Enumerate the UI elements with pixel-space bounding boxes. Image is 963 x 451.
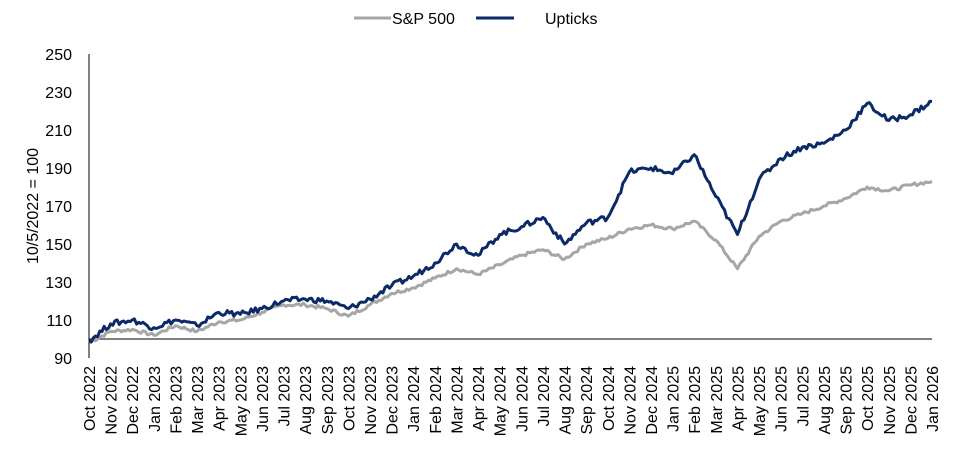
y-tick-label: 170 <box>45 199 72 216</box>
y-tick-label: 230 <box>45 85 72 102</box>
x-tick-label: Mar 2023 <box>190 366 207 434</box>
x-tick-label: Feb 2025 <box>687 366 704 434</box>
y-tick-label: 90 <box>54 351 72 368</box>
y-tick-label: 190 <box>45 161 72 178</box>
x-tick-label: Feb 2024 <box>428 366 445 434</box>
x-tick-label: Dec 2025 <box>903 366 920 435</box>
y-tick-label: 250 <box>45 47 72 64</box>
x-tick-label: Aug 2025 <box>817 366 834 435</box>
series-line-upticks <box>88 99 933 344</box>
x-tick-label: Oct 2024 <box>601 366 618 431</box>
x-tick-label: Sep 2025 <box>839 366 856 435</box>
x-tick-label: Jun 2023 <box>255 366 272 432</box>
x-tick-label: Apr 2023 <box>212 366 229 431</box>
x-tick-label: Mar 2024 <box>449 366 466 434</box>
x-tick-label: Oct 2023 <box>341 366 358 431</box>
x-tick-label: Sep 2023 <box>320 366 337 435</box>
x-tick-label: Jan 2023 <box>147 366 164 432</box>
x-tick-label: Mar 2025 <box>709 366 726 434</box>
x-tick-label: Nov 2025 <box>882 366 899 435</box>
x-tick-label: May 2023 <box>233 366 250 436</box>
x-tick-label: Apr 2025 <box>730 366 747 431</box>
x-tick-label: Oct 2022 <box>82 366 99 431</box>
x-tick-label: Nov 2023 <box>363 366 380 435</box>
x-tick-label: Aug 2023 <box>298 366 315 435</box>
x-tick-label: Jul 2023 <box>277 366 294 427</box>
x-tick-label: Feb 2023 <box>168 366 185 434</box>
x-tick-label: Nov 2024 <box>622 366 639 435</box>
legend: S&P 500 Upticks <box>354 11 597 28</box>
x-tick-label: Jan 2026 <box>925 366 942 432</box>
x-tick-label: Dec 2023 <box>385 366 402 435</box>
x-tick-label: Apr 2024 <box>471 366 488 431</box>
series-lines <box>88 99 933 345</box>
y-tick-label: 130 <box>45 275 72 292</box>
legend-label-sp500: S&P 500 <box>392 11 455 28</box>
x-tick-label: Sep 2024 <box>579 366 596 435</box>
x-tick-label: Jun 2025 <box>774 366 791 432</box>
x-tick-label: Jul 2024 <box>536 366 553 427</box>
x-tick-label: Jun 2024 <box>514 366 531 432</box>
x-tick-label: Dec 2022 <box>125 366 142 435</box>
legend-label-upticks: Upticks <box>545 11 597 28</box>
series-line-sp500 <box>88 179 933 345</box>
y-tick-label: 150 <box>45 237 72 254</box>
x-tick-labels: Oct 2022 Nov 2022 Dec 2022 Jan 2023 Feb 2023… <box>82 366 942 436</box>
x-tick-label: Jan 2024 <box>406 366 423 432</box>
x-tick-label: Dec 2024 <box>644 366 661 435</box>
y-axis-title: 10/5/2022 = 100 <box>25 148 42 264</box>
y-tick-label: 210 <box>45 123 72 140</box>
x-tick-label: Aug 2024 <box>558 366 575 435</box>
x-tick-label: May 2024 <box>493 366 510 436</box>
x-tick-label: May 2025 <box>752 366 769 436</box>
x-tick-label: Jul 2025 <box>795 366 812 427</box>
y-tick-labels: 90 110 130 150 170 190 210 230 250 <box>45 47 72 368</box>
x-tick-label: Jan 2025 <box>666 366 683 432</box>
x-tick-label: Nov 2022 <box>104 366 121 435</box>
y-tick-label: 110 <box>46 313 72 330</box>
x-tick-label: Oct 2025 <box>860 366 877 431</box>
